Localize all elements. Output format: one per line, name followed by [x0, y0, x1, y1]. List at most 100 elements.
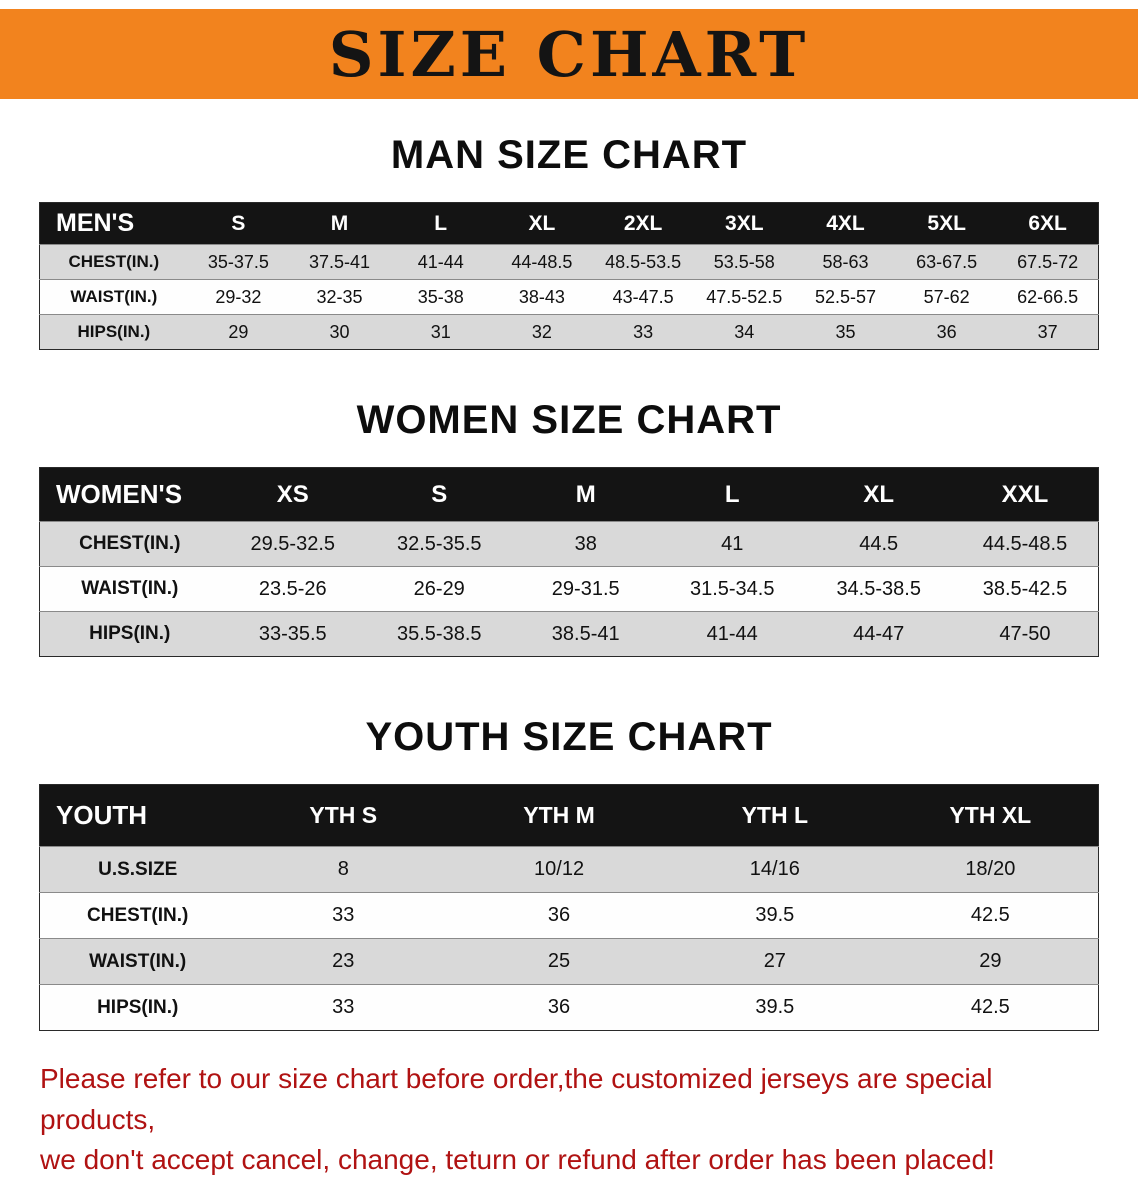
value-cell: 48.5-53.5: [605, 251, 682, 272]
table-header-row: MEN'S S M L XL 2XL 3XL 4XL 5XL 6XL: [39, 202, 1099, 245]
value-cell: 29: [228, 321, 249, 342]
value-cell: 41-44: [706, 622, 758, 645]
row-label-cell: HIPS(IN.): [77, 322, 151, 341]
value-cell: 37.5-41: [309, 251, 371, 272]
size-header-cell: 2XL: [623, 211, 663, 235]
table-header-row: WOMEN'S XS S M L XL XXL: [39, 467, 1099, 522]
row-label-cell: U.S.SIZE: [98, 858, 178, 880]
value-cell: 57-62: [923, 286, 970, 307]
value-cell: 44.5: [859, 532, 899, 555]
value-cell: 35-37.5: [207, 251, 269, 272]
women-section-heading: WOMEN SIZE CHART: [356, 398, 782, 442]
value-cell: 47-50: [999, 622, 1051, 645]
value-cell: 29: [979, 950, 1002, 972]
value-cell: 52.5-57: [814, 286, 876, 307]
value-cell: 42.5: [970, 996, 1010, 1018]
value-cell: 36: [936, 321, 957, 342]
value-cell: 36: [547, 996, 571, 1018]
men-section-heading: MAN SIZE CHART: [390, 133, 748, 177]
size-header-cell: XL: [863, 480, 895, 508]
value-cell: 33: [332, 996, 355, 1018]
row-label-cell: WAIST(IN.): [89, 950, 187, 972]
value-cell: 31: [430, 321, 451, 342]
disclaimer: Please refer to our size chart before or…: [40, 1059, 1098, 1181]
value-cell: 30: [329, 321, 350, 342]
value-cell: 53.5-58: [713, 251, 775, 272]
value-cell: 29.5-32.5: [250, 532, 336, 555]
size-header-cell: XL: [528, 211, 556, 235]
size-header-cell: XXL: [1001, 480, 1049, 508]
table-row: CHEST(IN.) 33 36 39.5 42.5: [39, 892, 1099, 939]
size-header-cell: YTH L: [741, 802, 809, 828]
size-header-cell: 3XL: [725, 211, 764, 235]
youth-section-heading: YOUTH SIZE CHART: [365, 715, 773, 759]
table-row: HIPS(IN.) 29 30 31 32 33 34 35 36 37: [39, 314, 1099, 350]
table-row: U.S.SIZE 8 10/12 14/16 18/20: [39, 846, 1099, 893]
value-cell: 25: [547, 950, 571, 972]
row-label-cell: CHEST(IN.): [68, 252, 160, 271]
value-cell: 39.5: [755, 904, 795, 926]
value-cell: 34.5-38.5: [836, 577, 921, 600]
value-cell: 32.5-35.5: [396, 532, 482, 555]
size-header-cell: S: [231, 211, 246, 235]
size-chart-page: SIZE CHART MAN SIZE CHART MEN'S S M L XL 2XL 3…: [0, 9, 1138, 1181]
size-header-cell: YTH S: [309, 802, 378, 828]
value-cell: 63-67.5: [916, 251, 978, 272]
women-section: WOMEN SIZE CHART WOMEN'S XS S M L XL XXL CHEST(…: [0, 398, 1138, 657]
table-row: CHEST(IN.) 29.5-32.5 32.5-35.5 38 41 44.5 44.5…: [39, 521, 1099, 567]
value-cell: 36: [547, 904, 571, 926]
value-cell: 67.5-72: [1017, 251, 1079, 272]
table-row: CHEST(IN.) 35-37.5 37.5-41 41-44 44-48.5 48.5…: [39, 244, 1099, 280]
value-cell: 32-35: [316, 286, 363, 307]
disclaimer-line-1: Please refer to our size chart before or…: [40, 1063, 993, 1135]
size-header-cell: 5XL: [927, 211, 966, 235]
men-section: MAN SIZE CHART MEN'S S M L XL 2XL 3XL 4XL 5XL 6XL…: [0, 133, 1138, 350]
row-label-cell: WAIST(IN.): [81, 578, 179, 599]
size-header-cell: YTH XL: [949, 802, 1032, 828]
value-cell: 10/12: [534, 858, 585, 880]
value-cell: 26-29: [413, 577, 465, 600]
value-cell: 44-48.5: [511, 251, 573, 272]
table-header-row: YOUTH YTH S YTH M YTH L YTH XL: [39, 784, 1099, 847]
youth-size-table: YOUTH YTH S YTH M YTH L YTH XL U.S.SIZE 8 10/12…: [39, 784, 1099, 1031]
value-cell: 37: [1037, 321, 1058, 342]
row-label-cell: HIPS(IN.): [97, 996, 179, 1018]
value-cell: 38-43: [518, 286, 565, 307]
value-cell: 38.5-41: [551, 622, 620, 645]
value-cell: 35.5-38.5: [396, 622, 482, 645]
value-cell: 42.5: [970, 904, 1010, 926]
value-cell: 27: [763, 950, 786, 972]
value-cell: 33: [332, 904, 355, 926]
table-title-cell: YOUTH: [56, 800, 147, 830]
size-header-cell: M: [330, 211, 349, 235]
disclaimer-line-2: we don't accept cancel, change, teturn o…: [40, 1144, 995, 1176]
row-label-cell: CHEST(IN.): [79, 533, 181, 554]
value-cell: 18/20: [965, 858, 1016, 880]
size-header-cell: YTH M: [523, 802, 595, 828]
value-cell: 62-66.5: [1017, 286, 1079, 307]
value-cell: 47.5-52.5: [706, 286, 783, 307]
men-size-table: MEN'S S M L XL 2XL 3XL 4XL 5XL 6XL CHEST(IN.) 35-37…: [39, 202, 1099, 350]
value-cell: 41-44: [417, 251, 464, 272]
row-label-cell: CHEST(IN.): [87, 904, 189, 926]
size-header-cell: L: [434, 211, 448, 235]
table-title-cell: WOMEN'S: [56, 479, 183, 509]
table-row: HIPS(IN.) 33-35.5 35.5-38.5 38.5-41 41-44 44-…: [39, 611, 1099, 657]
table-row: WAIST(IN.) 29-32 32-35 35-38 38-43 43-47.5 47.…: [39, 279, 1099, 315]
value-cell: 44.5-48.5: [982, 532, 1068, 555]
banner: SIZE CHART: [0, 9, 1138, 99]
value-cell: 23: [332, 950, 355, 972]
women-size-table: WOMEN'S XS S M L XL XXL CHEST(IN.) 29.5-32.5 32.5…: [39, 467, 1099, 657]
value-cell: 32: [531, 321, 552, 342]
size-header-cell: S: [431, 480, 448, 508]
size-header-cell: 4XL: [826, 211, 865, 235]
value-cell: 34: [734, 321, 755, 342]
value-cell: 8: [337, 858, 349, 880]
table-row: WAIST(IN.) 23 25 27 29: [39, 938, 1099, 985]
value-cell: 29-32: [215, 286, 262, 307]
value-cell: 38.5-42.5: [982, 577, 1068, 600]
value-cell: 29-31.5: [551, 577, 620, 600]
value-cell: 41: [721, 532, 744, 555]
value-cell: 58-63: [822, 251, 869, 272]
row-label-cell: HIPS(IN.): [89, 623, 171, 644]
